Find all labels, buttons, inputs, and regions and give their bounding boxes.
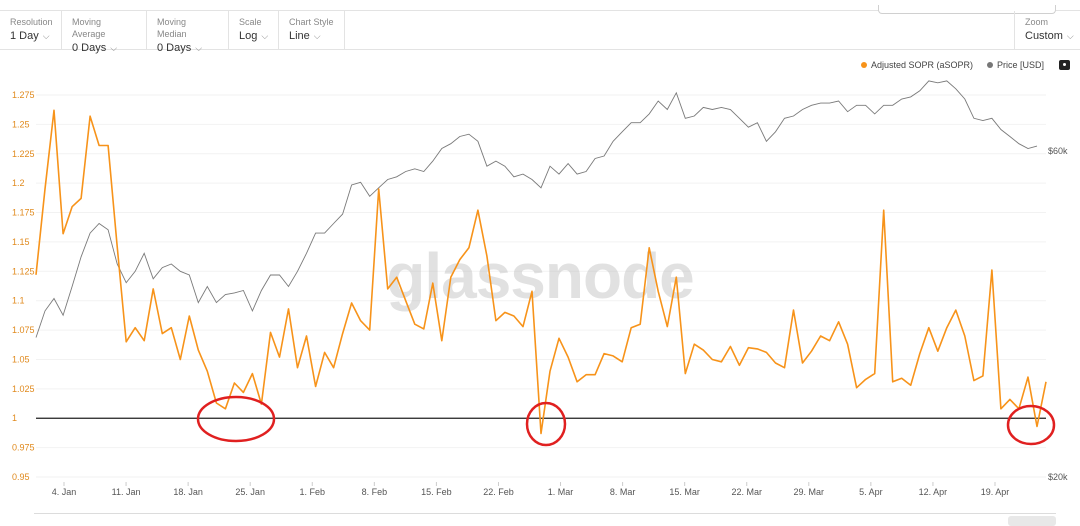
chart-style-label: Chart Style — [289, 17, 334, 27]
legend-label-price: Price [USD] — [996, 60, 1044, 70]
legend-dot-price — [986, 62, 993, 68]
y-tick-label: 1.1 — [12, 296, 25, 306]
highlight-circle — [196, 395, 276, 443]
x-tick-label: 1. Mar — [548, 487, 574, 497]
y-axis-left: 1.275 1.25 1.225 1.2 1.175 1.15 1.125 1.1 1.075 1… — [12, 90, 35, 482]
price-series-line — [35, 80, 1038, 338]
y-axis-right: $60k $20k — [1048, 146, 1068, 482]
chevron-down-icon: ⌵ — [42, 31, 50, 41]
annotations — [196, 395, 1056, 447]
chevron-down-icon: ⌵ — [261, 31, 269, 41]
scale-label: Scale — [239, 17, 262, 27]
legend-dot-sopr — [860, 62, 867, 68]
y-right-tick-label: $20k — [1048, 472, 1068, 482]
moving-median-value: 0 Days — [157, 42, 192, 54]
moving-average-value: 0 Days — [72, 42, 107, 54]
y-tick-label: 1.05 — [12, 354, 30, 364]
chevron-down-icon: ⌵ — [110, 43, 118, 53]
y-tick-label: 0.975 — [12, 443, 35, 453]
zoom-value: Custom — [1025, 30, 1063, 42]
y-tick-label: 1.225 — [12, 149, 35, 159]
y-tick-label: 1.275 — [12, 90, 35, 100]
x-tick-label: 11. Jan — [112, 487, 141, 497]
range-navigator[interactable] — [34, 513, 1056, 526]
x-tick-label: 18. Jan — [173, 487, 203, 497]
chevron-down-icon: ⌵ — [1066, 31, 1074, 41]
x-tick-label: 15. Mar — [669, 487, 700, 497]
highlight-circle — [525, 401, 567, 447]
moving-average-label: Moving Average — [72, 17, 106, 39]
chart-style-selector[interactable]: Chart Style Line ⌵ — [279, 11, 345, 49]
legend-label-sopr: Adjusted SOPR (aSOPR) — [870, 60, 973, 70]
y-tick-label: 1.175 — [12, 208, 35, 218]
x-tick-label: 1. Feb — [300, 487, 326, 497]
resolution-label: Resolution — [10, 17, 53, 27]
y-tick-label: 1.025 — [12, 384, 35, 394]
x-tick-label: 22. Feb — [483, 487, 514, 497]
x-tick-label: 29. Mar — [794, 487, 825, 497]
search-box-edge[interactable] — [878, 5, 1056, 14]
x-tick-label: 15. Feb — [421, 487, 452, 497]
y-tick-label: 1.125 — [12, 266, 35, 276]
zoom-label: Zoom — [1025, 17, 1049, 27]
resolution-selector[interactable]: Resolution 1 Day ⌵ — [0, 11, 62, 49]
scale-selector[interactable]: Scale Log ⌵ — [229, 11, 279, 49]
y-tick-label: 1.075 — [12, 325, 35, 335]
chart-legend: Adjusted SOPR (aSOPR) Price [USD] — [860, 60, 1044, 70]
chevron-down-icon: ⌵ — [195, 43, 203, 53]
y-tick-label: 0.95 — [12, 472, 30, 482]
y-right-tick-label: $60k — [1048, 146, 1068, 156]
highlight-circle — [1006, 404, 1056, 446]
chart-style-value: Line — [289, 30, 310, 42]
y-tick-label: 1 — [12, 413, 17, 423]
x-tick-label: 8. Feb — [362, 487, 388, 497]
x-axis: 4. Jan 11. Jan 18. Jan 25. Jan 1. Feb 8. Feb 1… — [52, 482, 1010, 497]
legend-item-price[interactable]: Price [USD] — [986, 60, 1044, 70]
y-tick-label: 1.15 — [12, 237, 30, 247]
chevron-down-icon: ⌵ — [313, 31, 321, 41]
resolution-value: 1 Day — [10, 30, 39, 42]
x-tick-label: 25. Jan — [235, 487, 265, 497]
watermark: glassnode — [386, 240, 694, 312]
y-tick-label: 1.25 — [12, 119, 30, 129]
x-tick-label: 19. Apr — [981, 487, 1010, 497]
y-tick-label: 1.2 — [12, 178, 25, 188]
x-tick-label: 8. Mar — [610, 487, 636, 497]
zoom-selector[interactable]: Zoom Custom ⌵ — [1014, 11, 1080, 49]
x-tick-label: 12. Apr — [919, 487, 948, 497]
range-navigator-thumb[interactable] — [1008, 516, 1056, 526]
legend-item-sopr[interactable]: Adjusted SOPR (aSOPR) — [860, 60, 973, 70]
x-tick-label: 5. Apr — [859, 487, 883, 497]
sopr-series-line — [35, 109, 1047, 435]
x-tick-label: 4. Jan — [52, 487, 77, 497]
scale-value: Log — [239, 30, 258, 42]
x-tick-label: 22. Mar — [731, 487, 762, 497]
moving-median-selector[interactable]: Moving Median 0 Days ⌵ — [147, 11, 229, 54]
moving-median-label: Moving Median — [157, 17, 187, 39]
moving-average-selector[interactable]: Moving Average 0 Days ⌵ — [62, 11, 147, 54]
chart-toolbar: Resolution 1 Day ⌵ Moving Average 0 Days ⌵… — [0, 5, 1080, 54]
camera-icon[interactable] — [1059, 60, 1070, 70]
